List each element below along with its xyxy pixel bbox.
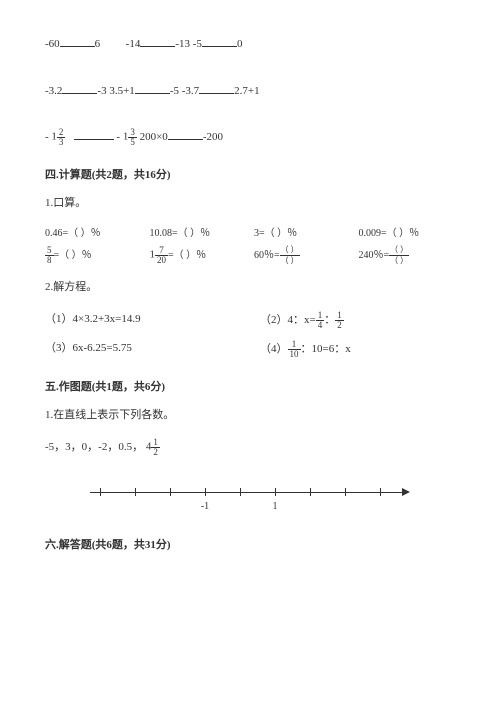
number-line-tick bbox=[310, 488, 311, 496]
blank bbox=[74, 128, 114, 140]
expr: -200 bbox=[203, 131, 223, 143]
cell: 0.46=（ ）％ bbox=[45, 226, 142, 242]
cell: 58=（ ）％ bbox=[45, 246, 142, 265]
comparison-row-2: -3.2 -3 3.5+1 -5 -3.7 2.7+1 bbox=[45, 82, 455, 101]
expr: 200×0 bbox=[140, 131, 168, 143]
number-line-tick bbox=[135, 488, 136, 496]
number-line-tick bbox=[345, 488, 346, 496]
paren-fraction: （ ）（ ） bbox=[389, 246, 409, 265]
fraction: 12 bbox=[335, 311, 344, 330]
comparison-row-1: -60 6 -14 -13 -5 0 bbox=[45, 35, 455, 54]
number-line-tick bbox=[100, 488, 101, 496]
sign: - bbox=[116, 131, 120, 143]
q5-1-title: 1.在直线上表示下列各数。 bbox=[45, 407, 455, 425]
expr: 2.7+1 bbox=[234, 85, 259, 97]
cell: 60％=（ ）（ ） bbox=[254, 246, 351, 265]
mental-math-grid: 0.46=（ ）％ 10.08=（ ）％ 3=（ ）％ 0.009=（ ）％ 5… bbox=[45, 226, 455, 265]
expr: -14 bbox=[126, 38, 141, 50]
cell: 0.009=（ ）％ bbox=[359, 226, 456, 242]
blank bbox=[60, 35, 95, 47]
number-list: -5，3，0，-2，0.5， 412 bbox=[45, 438, 455, 457]
equation: （2）4：x=14：12 bbox=[260, 311, 455, 330]
section-6-title: 六.解答题(共6题，共31分) bbox=[45, 537, 455, 555]
equation: （3）6x-6.25=5.75 bbox=[45, 340, 240, 359]
arrow-right-icon bbox=[402, 488, 410, 496]
equation: （4）110：10=6：x bbox=[260, 340, 455, 359]
number-line-tick bbox=[380, 488, 381, 496]
expr: 3.5+1 bbox=[109, 85, 134, 97]
blank bbox=[168, 128, 203, 140]
sign: - bbox=[45, 131, 49, 143]
blank bbox=[135, 82, 170, 94]
mixed-fraction: 135 bbox=[123, 128, 137, 147]
cell: 10.08=（ ）％ bbox=[150, 226, 247, 242]
expr: 6 bbox=[95, 38, 101, 50]
fraction: 110 bbox=[288, 340, 301, 359]
expr: -3.2 bbox=[45, 85, 62, 97]
equation-grid: （1）4×3.2+3x=14.9 （2）4：x=14：12 （3）6x-6.25… bbox=[45, 311, 455, 359]
expr: -60 bbox=[45, 38, 60, 50]
number-line-tick bbox=[275, 488, 276, 496]
mixed-fraction: 1720 bbox=[150, 246, 169, 265]
section-5-title: 五.作图题(共1题，共6分) bbox=[45, 379, 455, 397]
mixed-fraction: 412 bbox=[146, 438, 160, 457]
expr: -5 bbox=[193, 38, 202, 50]
blank bbox=[202, 35, 237, 47]
blank bbox=[62, 82, 97, 94]
expr: -3.7 bbox=[182, 85, 199, 97]
number-line-tick bbox=[205, 488, 206, 496]
mixed-fraction: 123 bbox=[51, 128, 65, 147]
fraction: 58 bbox=[45, 246, 54, 265]
axis-label-neg1: -1 bbox=[201, 499, 209, 515]
number-line-tick bbox=[170, 488, 171, 496]
comparison-row-3: - 123 - 135 200×0 -200 bbox=[45, 128, 455, 147]
axis-label-pos1: 1 bbox=[273, 499, 278, 515]
expr: 0 bbox=[237, 38, 243, 50]
number-line: -1 1 bbox=[90, 477, 410, 517]
q4-1-title: 1.口算。 bbox=[45, 195, 455, 213]
expr: -13 bbox=[175, 38, 190, 50]
number-line-tick bbox=[240, 488, 241, 496]
expr: -3 bbox=[97, 85, 106, 97]
section-4-title: 四.计算题(共2题，共16分) bbox=[45, 167, 455, 185]
expr: -5 bbox=[170, 85, 179, 97]
equation: （1）4×3.2+3x=14.9 bbox=[45, 311, 240, 330]
number-line-axis bbox=[90, 492, 402, 493]
cell: 1720=（ ）％ bbox=[150, 246, 247, 265]
paren-fraction: （ ）（ ） bbox=[280, 246, 300, 265]
fraction: 14 bbox=[316, 311, 325, 330]
blank bbox=[199, 82, 234, 94]
q4-2-title: 2.解方程。 bbox=[45, 279, 455, 297]
cell: 3=（ ）％ bbox=[254, 226, 351, 242]
blank bbox=[140, 35, 175, 47]
cell: 240％=（ ）（ ） bbox=[359, 246, 456, 265]
